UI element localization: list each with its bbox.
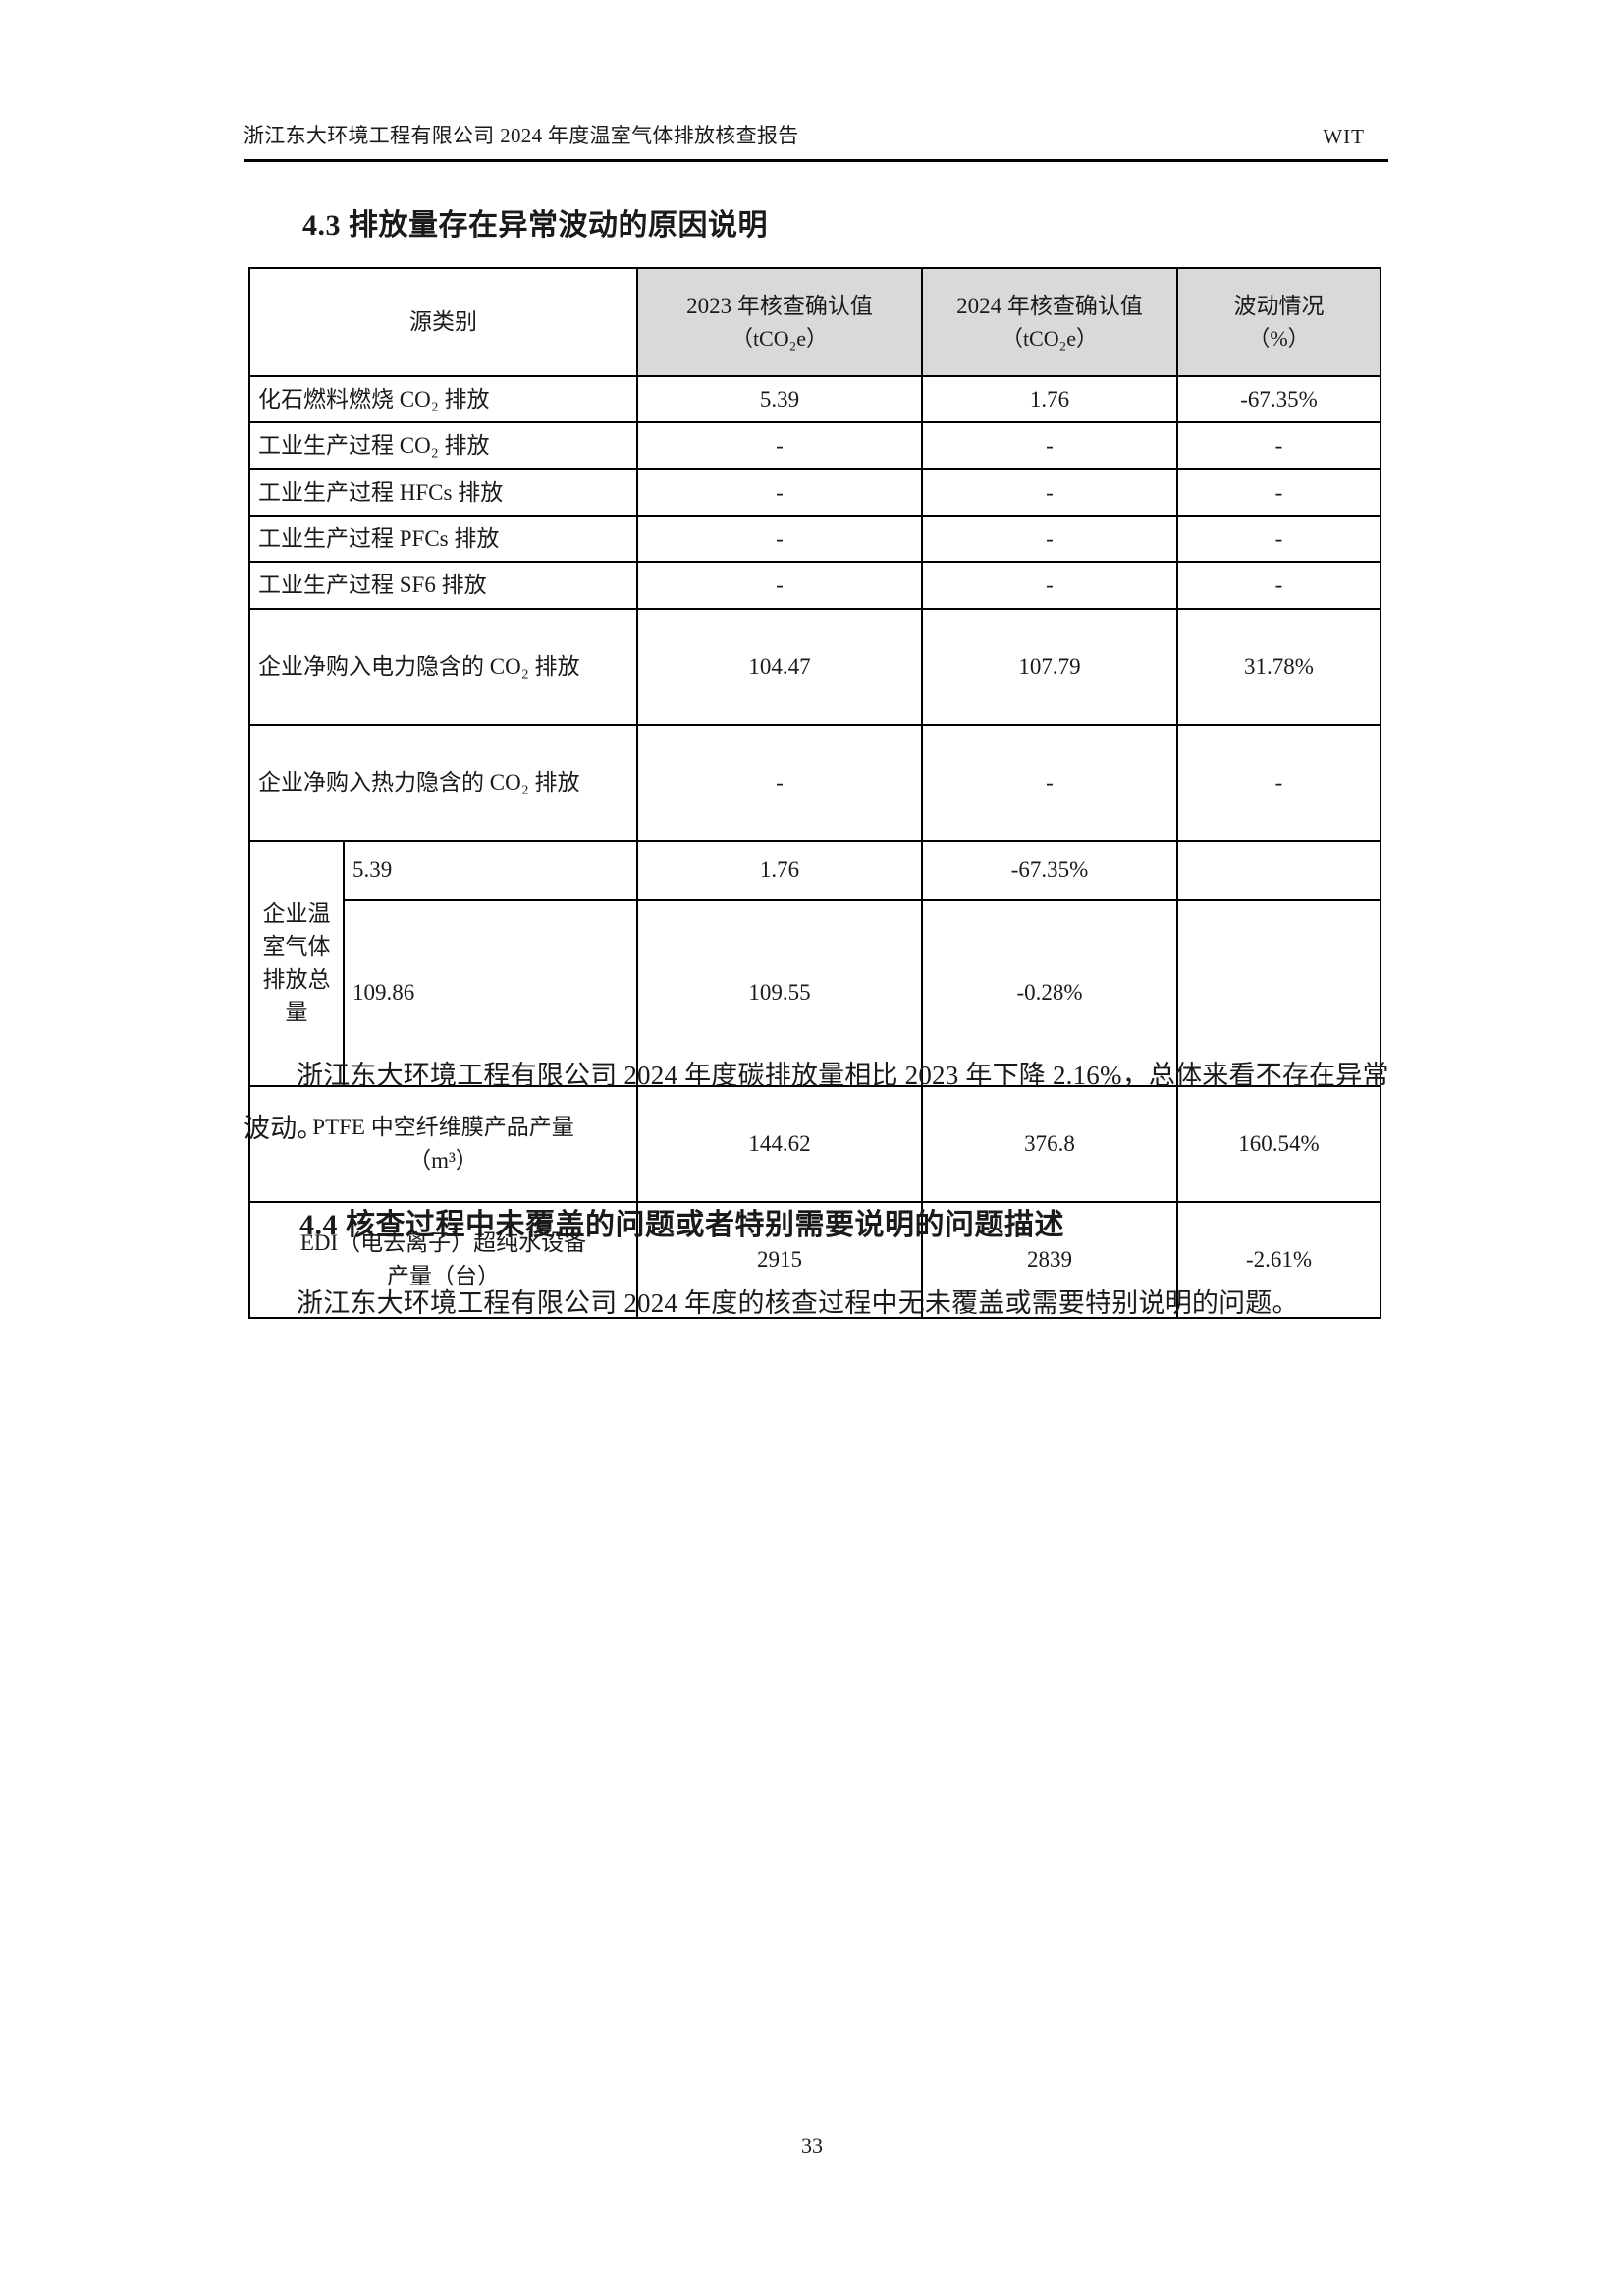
row-value-2024: - <box>921 467 1178 518</box>
row-value-delta: - <box>1176 421 1381 470</box>
section-heading-4-4: 4.4 核查过程中未覆盖的问题或者特别需要说明的问题描述 <box>299 1209 1064 1241</box>
total-b-blank <box>1176 898 1381 1087</box>
col-header-2024-unit: （tCO₂e） <box>1001 325 1099 351</box>
table-row: 工业生产过程 SF6 排放 - - - <box>248 561 1381 610</box>
running-header: 浙江东大环境工程有限公司 2024 年度温室气体排放核查报告 WIT <box>244 120 1388 149</box>
product-row-2024: 2839 <box>921 1200 1178 1319</box>
product-row-label: PTFE 中空纤维膜产品产量 （m³） <box>248 1084 638 1203</box>
table-row-total-a: 企业温室气体排放总量 5.39 1.76 -67.35% <box>248 839 1381 1087</box>
row-value-2023: - <box>636 561 923 610</box>
row-value-delta: - <box>1176 467 1381 518</box>
paragraph-uncovered-issues: 浙江东大环境工程有限公司 2024 年度的核查过程中无未覆盖或需要特别说明的问题… <box>297 1288 1299 1318</box>
product-row-delta: 160.54% <box>1176 1084 1381 1203</box>
emission-fluctuation-table: 源类别 2023 年核查确认值 （tCO₂e） 2024 年核查确认值 （tCO… <box>248 267 1381 1319</box>
row-value-2024: - <box>921 723 1178 842</box>
col-header-2023-unit: （tCO₂e） <box>731 325 829 351</box>
row-label: 工业生产过程 PFCs 排放 <box>248 515 638 564</box>
product-row-2023: 144.62 <box>636 1084 923 1203</box>
table-row: 工业生产过程 CO₂ 排放 - - - <box>248 421 1381 470</box>
col-header-2023-label: 2023 年核查确认值 <box>686 294 873 319</box>
product-row-label-line1: PTFE 中空纤维膜产品产量 <box>312 1115 574 1140</box>
row-value-2023: - <box>636 515 923 564</box>
col-header-fluctuation-unit: （%） <box>1248 325 1310 351</box>
table-row: 企业净购入热力隐含的 CO₂ 排放 - - - <box>248 723 1381 842</box>
total-a-blank <box>1176 839 1381 901</box>
table-row: 工业生产过程 HFCs 排放 - - - <box>248 467 1381 518</box>
row-label: 工业生产过程 SF6 排放 <box>248 561 638 610</box>
row-label: 化石燃料燃烧 CO₂ 排放 <box>248 374 638 424</box>
table-row: 企业净购入电力隐含的 CO₂ 排放 104.47 107.79 31.78% <box>248 607 1381 726</box>
row-label: 企业净购入热力隐含的 CO₂ 排放 <box>248 723 638 842</box>
row-value-2024: - <box>921 561 1178 610</box>
row-label: 企业净购入电力隐含的 CO₂ 排放 <box>248 607 638 726</box>
row-value-2024: - <box>921 421 1178 470</box>
row-value-delta: - <box>1176 723 1381 842</box>
row-value-2023: 5.39 <box>636 374 923 424</box>
paragraph-fluctuation-summary: 浙江东大环境工程有限公司 2024 年度碳排放量相比 2023 年下降 2.16… <box>244 1061 1389 1143</box>
row-value-2023: - <box>636 421 923 470</box>
table-row-product: EDI（电去离子）超纯水设备 产量（台） 2915 2839 -2.61% <box>248 1200 1381 1319</box>
row-label: 工业生产过程 CO₂ 排放 <box>248 421 638 470</box>
header-title: 浙江东大环境工程有限公司 2024 年度温室气体排放核查报告 <box>244 124 799 147</box>
col-header-source-type: 源类别 <box>248 267 638 377</box>
product-row-label: EDI（电去离子）超纯水设备 产量（台） <box>248 1200 638 1319</box>
row-value-delta: - <box>1176 561 1381 610</box>
col-header-fluctuation: 波动情况 （%） <box>1176 267 1381 377</box>
page-number: 33 <box>801 2133 823 2158</box>
total-b-2024: 109.55 <box>636 898 923 1087</box>
row-value-2024: 107.79 <box>921 607 1178 726</box>
col-header-2024: 2024 年核查确认值 （tCO₂e） <box>921 267 1178 377</box>
row-value-delta: - <box>1176 515 1381 564</box>
row-value-2024: 1.76 <box>921 374 1178 424</box>
section-heading-4-3: 4.3 排放量存在异常波动的原因说明 <box>302 209 768 242</box>
total-a-2024: 1.76 <box>636 839 923 901</box>
row-value-2023: - <box>636 467 923 518</box>
header-divider <box>244 159 1388 162</box>
product-row-delta: -2.61% <box>1176 1200 1381 1319</box>
product-row-label-line2: （m³） <box>408 1147 478 1173</box>
row-value-2023: - <box>636 723 923 842</box>
table-row-product: PTFE 中空纤维膜产品产量 （m³） 144.62 376.8 160.54% <box>248 1084 1381 1203</box>
total-a-delta: -67.35% <box>921 839 1178 901</box>
col-header-fluctuation-label: 波动情况 <box>1233 294 1325 319</box>
product-row-label-line1: EDI（电去离子）超纯水设备 <box>299 1230 587 1256</box>
col-header-2024-label: 2024 年核查确认值 <box>956 294 1143 319</box>
product-row-label-line2: 产量（台） <box>387 1263 500 1288</box>
product-row-2023: 2915 <box>636 1200 923 1319</box>
col-header-2023: 2023 年核查确认值 （tCO₂e） <box>636 267 923 377</box>
row-value-2023: 104.47 <box>636 607 923 726</box>
table-row: 工业生产过程 PFCs 排放 - - - <box>248 515 1381 564</box>
total-b-2023: 109.86 <box>343 898 638 1087</box>
total-group-vertical-label: 企业温室气体排放总量 <box>248 839 345 1087</box>
product-row-2024: 376.8 <box>921 1084 1178 1203</box>
row-label: 工业生产过程 HFCs 排放 <box>248 467 638 518</box>
total-b-delta: -0.28% <box>921 898 1178 1087</box>
header-mark: WIT <box>1323 125 1365 148</box>
row-value-2024: - <box>921 515 1178 564</box>
row-value-delta: -67.35% <box>1176 374 1381 424</box>
emission-fluctuation-table-wrapper: 源类别 2023 年核查确认值 （tCO₂e） 2024 年核查确认值 （tCO… <box>248 267 1381 1319</box>
table-row-total-b: 109.86 109.55 -0.28% <box>249 898 1381 1087</box>
table-row: 化石燃料燃烧 CO₂ 排放 5.39 1.76 -67.35% <box>248 374 1381 424</box>
row-value-delta: 31.78% <box>1176 607 1381 726</box>
table-header-row: 源类别 2023 年核查确认值 （tCO₂e） 2024 年核查确认值 （tCO… <box>248 267 1381 377</box>
total-a-2023: 5.39 <box>343 839 638 901</box>
